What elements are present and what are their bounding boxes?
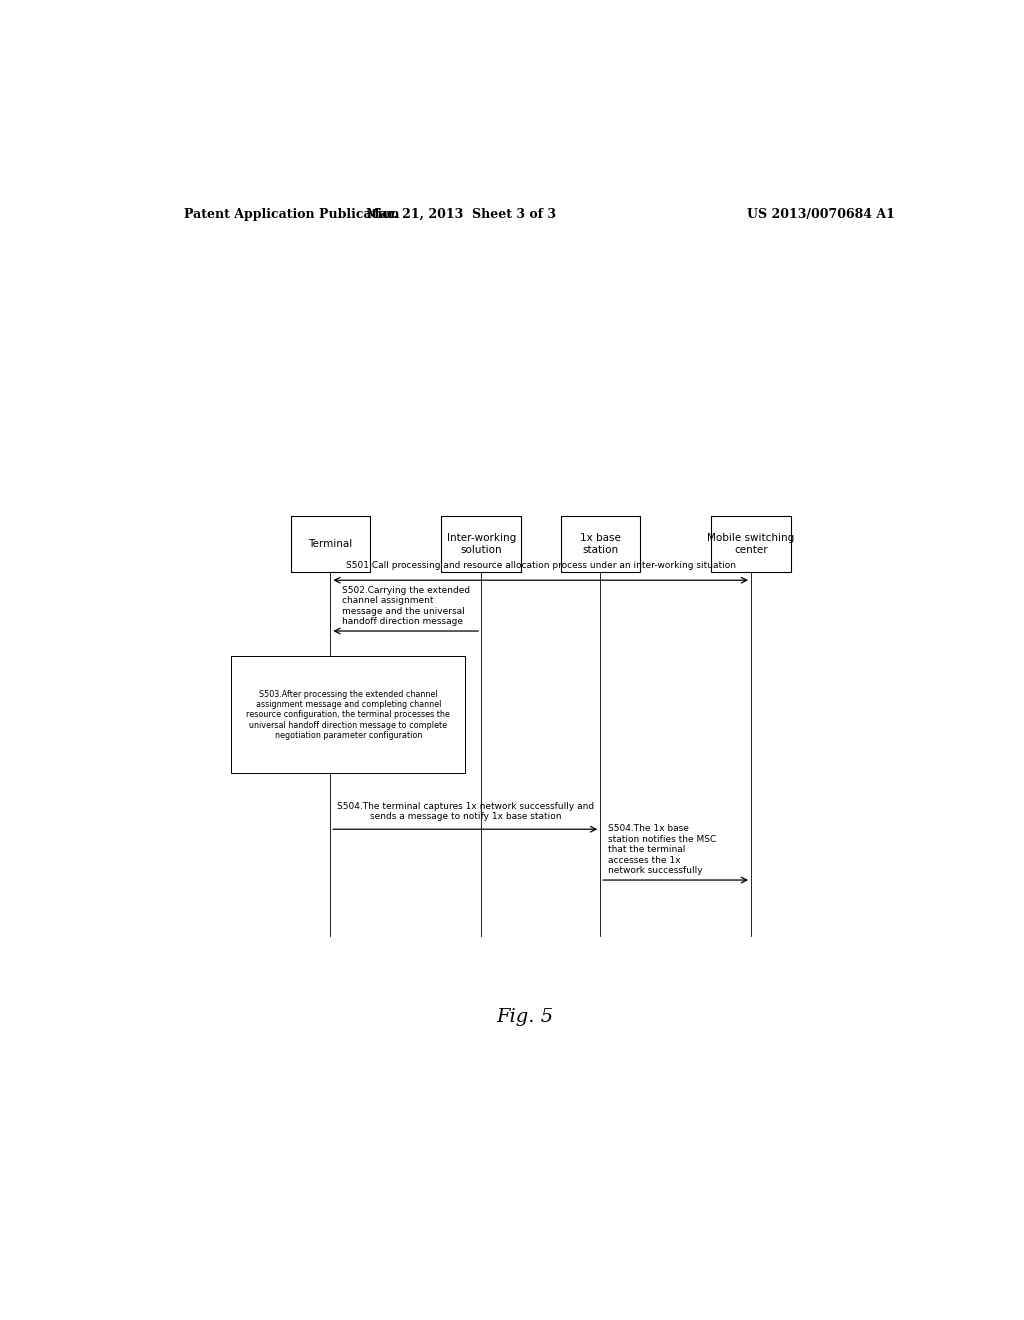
FancyBboxPatch shape xyxy=(291,516,370,572)
Text: Mar. 21, 2013  Sheet 3 of 3: Mar. 21, 2013 Sheet 3 of 3 xyxy=(367,207,556,220)
Text: S503.After processing the extended channel
assignment message and completing cha: S503.After processing the extended chann… xyxy=(247,689,451,741)
Text: S504.The terminal captures 1x network successfully and
sends a message to notify: S504.The terminal captures 1x network su… xyxy=(337,801,594,821)
Text: Fig. 5: Fig. 5 xyxy=(497,1008,553,1026)
Text: S502.Carrying the extended
channel assignment
message and the universal
handoff : S502.Carrying the extended channel assig… xyxy=(342,586,470,626)
Text: S504.The 1x base
station notifies the MSC
that the terminal
accesses the 1x
netw: S504.The 1x base station notifies the MS… xyxy=(608,825,717,875)
FancyBboxPatch shape xyxy=(231,656,465,774)
FancyBboxPatch shape xyxy=(560,516,640,572)
Text: Inter-working
solution: Inter-working solution xyxy=(446,533,516,554)
Text: Terminal: Terminal xyxy=(308,539,352,549)
FancyBboxPatch shape xyxy=(441,516,521,572)
Text: US 2013/0070684 A1: US 2013/0070684 A1 xyxy=(748,207,895,220)
Text: 1x base
station: 1x base station xyxy=(580,533,621,554)
Text: Patent Application Publication: Patent Application Publication xyxy=(183,207,399,220)
Text: Mobile switching
center: Mobile switching center xyxy=(708,533,795,554)
Text: S501.Call processing and resource allocation process under an inter-working situ: S501.Call processing and resource alloca… xyxy=(346,561,735,570)
FancyBboxPatch shape xyxy=(712,516,791,572)
